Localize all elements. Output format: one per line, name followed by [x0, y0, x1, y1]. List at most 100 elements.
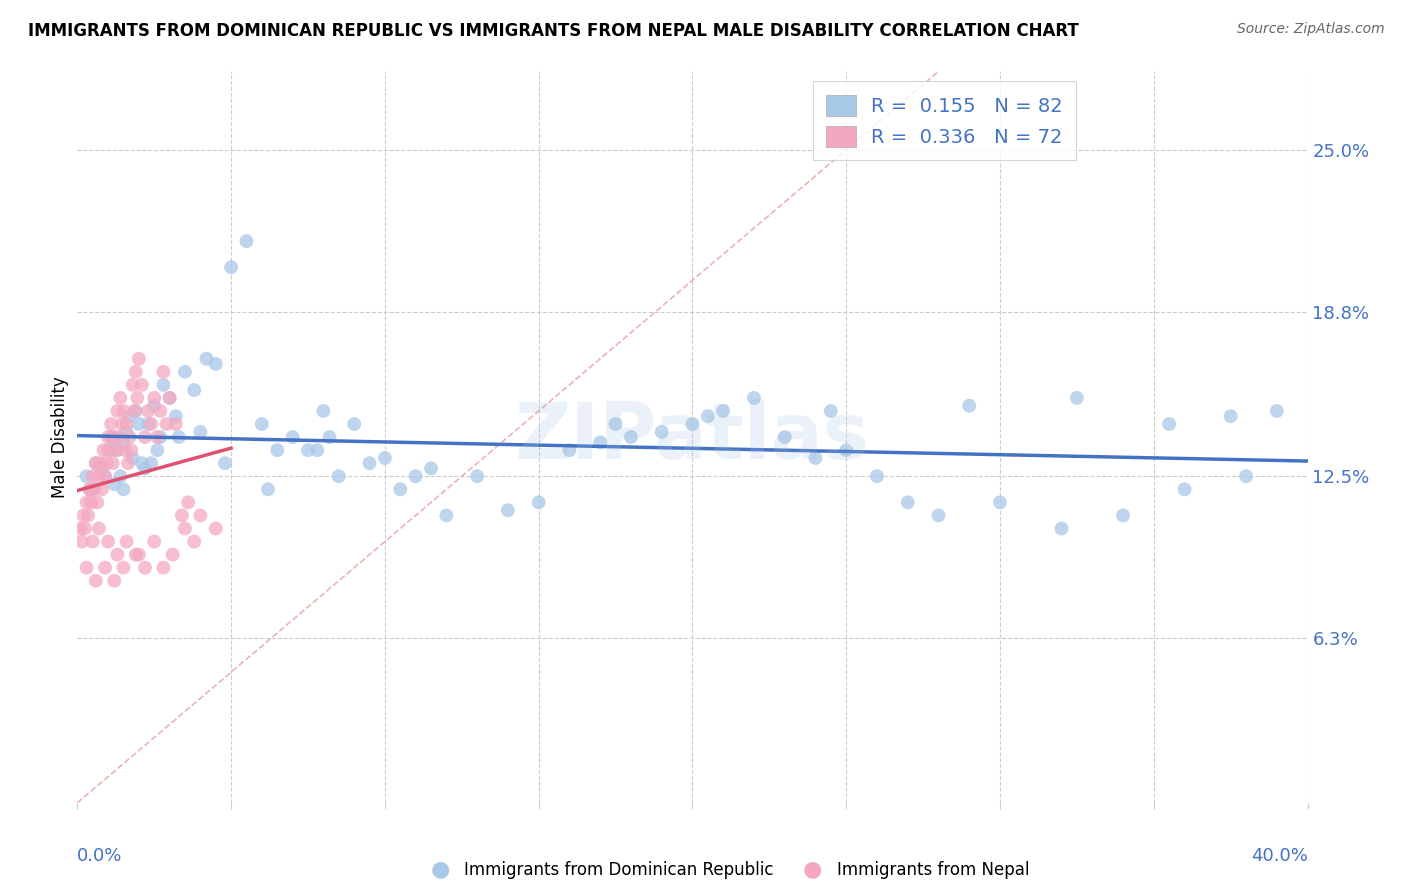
- Point: [94, 469, 117, 483]
- Point: [281, 430, 304, 444]
- Point: [152, 365, 174, 379]
- Point: [183, 534, 205, 549]
- Point: [307, 443, 329, 458]
- Point: [143, 534, 166, 549]
- Point: [97, 443, 120, 458]
- Point: [957, 399, 980, 413]
- Point: [605, 417, 627, 431]
- Point: [159, 391, 181, 405]
- Point: [76, 560, 98, 574]
- Text: 0.0%: 0.0%: [77, 847, 122, 864]
- Point: [84, 456, 107, 470]
- Point: [80, 495, 103, 509]
- Point: [312, 404, 335, 418]
- Point: [84, 456, 107, 470]
- Point: [235, 234, 257, 248]
- Point: [773, 430, 796, 444]
- Point: [183, 383, 205, 397]
- Point: [97, 534, 120, 549]
- Point: [134, 430, 156, 444]
- Point: [100, 430, 122, 444]
- Point: [162, 548, 184, 562]
- Point: [87, 469, 110, 483]
- Point: [69, 521, 91, 535]
- Point: [121, 450, 143, 465]
- Point: [77, 508, 100, 523]
- Point: [527, 495, 550, 509]
- Point: [125, 404, 148, 418]
- Point: [97, 430, 120, 444]
- Point: [125, 365, 148, 379]
- Point: [110, 469, 132, 483]
- Point: [214, 456, 236, 470]
- Point: [928, 508, 950, 523]
- Point: [131, 456, 153, 470]
- Point: [389, 483, 412, 497]
- Point: [742, 391, 765, 405]
- Point: [167, 430, 190, 444]
- Point: [188, 508, 212, 523]
- Text: ●: ●: [803, 860, 823, 880]
- Text: Immigrants from Dominican Republic: Immigrants from Dominican Republic: [464, 861, 773, 879]
- Point: [105, 548, 128, 562]
- Point: [165, 409, 187, 424]
- Point: [90, 483, 114, 497]
- Point: [90, 461, 114, 475]
- Point: [1066, 391, 1088, 405]
- Point: [152, 377, 174, 392]
- Point: [1159, 417, 1181, 431]
- Text: 40.0%: 40.0%: [1251, 847, 1308, 864]
- Point: [120, 443, 142, 458]
- Point: [682, 417, 704, 431]
- Point: [188, 425, 212, 439]
- Point: [136, 404, 159, 418]
- Point: [1050, 521, 1073, 535]
- Point: [589, 435, 612, 450]
- Point: [104, 443, 127, 458]
- Point: [1265, 404, 1288, 418]
- Point: [149, 404, 172, 418]
- Point: [94, 560, 117, 574]
- Point: [297, 443, 319, 458]
- Point: [83, 483, 105, 497]
- Point: [835, 443, 858, 458]
- Point: [98, 443, 121, 458]
- Point: [131, 377, 153, 392]
- Point: [496, 503, 519, 517]
- Point: [143, 399, 166, 413]
- Point: [359, 456, 381, 470]
- Point: [82, 469, 104, 483]
- Point: [195, 351, 218, 366]
- Point: [174, 365, 197, 379]
- Point: [117, 456, 139, 470]
- Point: [1112, 508, 1135, 523]
- Point: [866, 469, 889, 483]
- Legend: R =  0.155   N = 82, R =  0.336   N = 72: R = 0.155 N = 82, R = 0.336 N = 72: [813, 81, 1077, 161]
- Point: [118, 409, 141, 424]
- Point: [112, 483, 135, 497]
- Point: [143, 391, 166, 405]
- Point: [155, 417, 177, 431]
- Point: [103, 430, 125, 444]
- Point: [115, 534, 138, 549]
- Text: Source: ZipAtlas.com: Source: ZipAtlas.com: [1237, 22, 1385, 37]
- Point: [89, 456, 111, 470]
- Point: [86, 495, 108, 509]
- Point: [159, 391, 181, 405]
- Point: [115, 417, 138, 431]
- Point: [820, 404, 842, 418]
- Point: [103, 477, 125, 491]
- Point: [101, 456, 124, 470]
- Point: [988, 495, 1011, 509]
- Point: [204, 357, 226, 371]
- Point: [204, 521, 226, 535]
- Point: [165, 417, 187, 431]
- Point: [82, 483, 104, 497]
- Point: [118, 430, 141, 444]
- Point: [72, 508, 94, 523]
- Point: [76, 495, 98, 509]
- Point: [94, 469, 117, 483]
- Point: [112, 404, 135, 418]
- Point: [558, 443, 581, 458]
- Point: [100, 417, 122, 431]
